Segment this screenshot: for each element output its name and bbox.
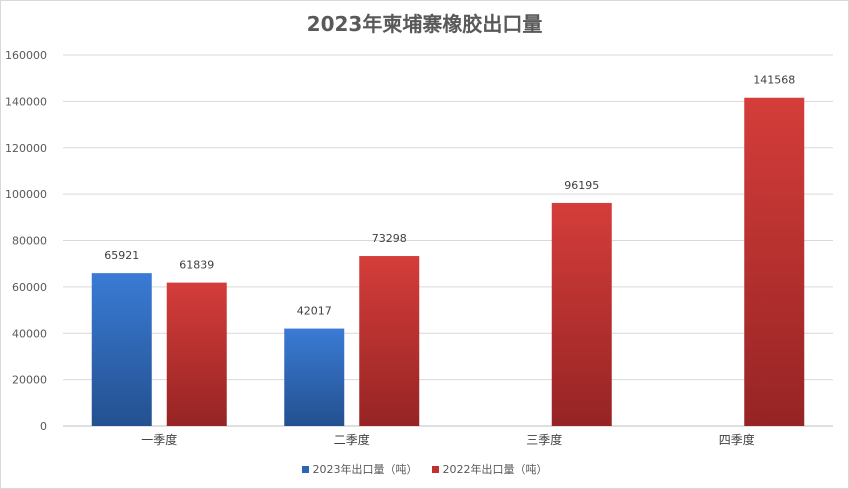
bar-2022 — [166, 282, 227, 426]
legend-swatch-2022 — [431, 465, 439, 473]
y-tick-label: 20000 — [12, 374, 47, 387]
x-category-label: 三季度 — [526, 432, 562, 447]
y-tick-label: 0 — [40, 420, 47, 433]
legend-item-2023: 2023年出口量（吨） — [301, 461, 418, 477]
bar-2023 — [284, 328, 345, 426]
bar-2022 — [551, 202, 612, 426]
data-label: 42017 — [297, 305, 332, 318]
y-tick-label: 40000 — [12, 327, 47, 340]
y-tick-label: 140000 — [5, 95, 47, 108]
legend-label-2023: 2023年出口量（吨） — [312, 463, 418, 476]
y-tick-label: 100000 — [5, 188, 47, 201]
bar-2022 — [359, 256, 420, 426]
x-category-label: 二季度 — [334, 432, 370, 447]
y-tick-label: 160000 — [5, 49, 47, 62]
data-label: 141568 — [753, 74, 795, 87]
bar-2022 — [744, 97, 805, 426]
chart-title: 2023年柬埔寨橡胶出口量 — [306, 12, 543, 36]
chart-legend: 2023年出口量（吨） 2022年出口量（吨） — [0, 461, 849, 477]
bar-2023 — [91, 273, 152, 426]
data-label: 65921 — [104, 249, 139, 262]
data-label: 96195 — [564, 179, 599, 192]
y-tick-label: 60000 — [12, 281, 47, 294]
data-label: 61839 — [179, 259, 214, 272]
legend-swatch-2023 — [301, 465, 309, 473]
y-tick-label: 120000 — [5, 142, 47, 155]
legend-item-2022: 2022年出口量（吨） — [431, 461, 548, 477]
x-category-label: 一季度 — [141, 432, 177, 447]
legend-label-2022: 2022年出口量（吨） — [442, 463, 548, 476]
y-tick-label: 80000 — [12, 235, 47, 248]
data-label: 73298 — [372, 232, 407, 245]
x-category-label: 四季度 — [719, 432, 755, 447]
